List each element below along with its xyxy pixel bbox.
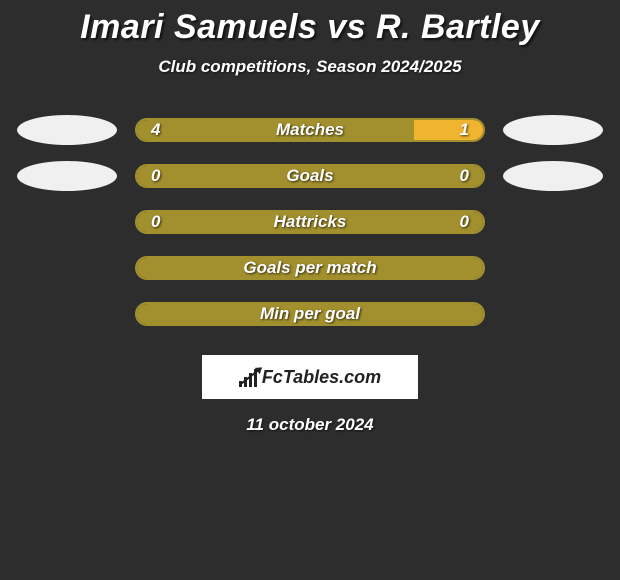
stat-label: Goals xyxy=(286,166,333,186)
stat-bar: Goals per match xyxy=(135,256,485,280)
page-title: Imari Samuels vs R. Bartley xyxy=(0,8,620,47)
stat-label: Hattricks xyxy=(274,212,347,232)
avatar-left xyxy=(17,161,117,191)
logo-badge: FcTables.com xyxy=(202,355,418,399)
logo-icon xyxy=(239,367,257,387)
stat-bar: 0 0 Goals xyxy=(135,164,485,188)
bar-fill-left xyxy=(137,166,310,186)
stat-value-left: 0 xyxy=(151,166,160,186)
avatar-left xyxy=(17,115,117,145)
comparison-chart: Imari Samuels vs R. Bartley Club competi… xyxy=(0,0,620,435)
avatar-right xyxy=(503,115,603,145)
stat-row: 0 0 Goals xyxy=(0,153,620,199)
stat-bar: 0 0 Hattricks xyxy=(135,210,485,234)
stat-bar: 4 1 Matches xyxy=(135,118,485,142)
stat-value-right: 0 xyxy=(460,166,469,186)
subtitle: Club competitions, Season 2024/2025 xyxy=(0,57,620,77)
stat-bar: Min per goal xyxy=(135,302,485,326)
date-label: 11 october 2024 xyxy=(0,415,620,435)
stat-value-left: 4 xyxy=(151,120,160,140)
bar-fill-right xyxy=(414,120,483,140)
avatar-right xyxy=(503,161,603,191)
stat-value-left: 0 xyxy=(151,212,160,232)
stat-value-right: 1 xyxy=(460,120,469,140)
stat-row: 4 1 Matches xyxy=(0,107,620,153)
stat-row: Min per goal xyxy=(0,291,620,337)
stat-row: Goals per match xyxy=(0,245,620,291)
stat-value-right: 0 xyxy=(460,212,469,232)
stat-label: Goals per match xyxy=(243,258,376,278)
bar-fill-right xyxy=(310,166,483,186)
stat-label: Matches xyxy=(276,120,344,140)
stat-label: Min per goal xyxy=(260,304,360,324)
stat-row: 0 0 Hattricks xyxy=(0,199,620,245)
chart-rows: 4 1 Matches 0 0 Goals 0 0 Hattricks Goals per mat… xyxy=(0,107,620,337)
logo-text: FcTables.com xyxy=(262,367,381,388)
